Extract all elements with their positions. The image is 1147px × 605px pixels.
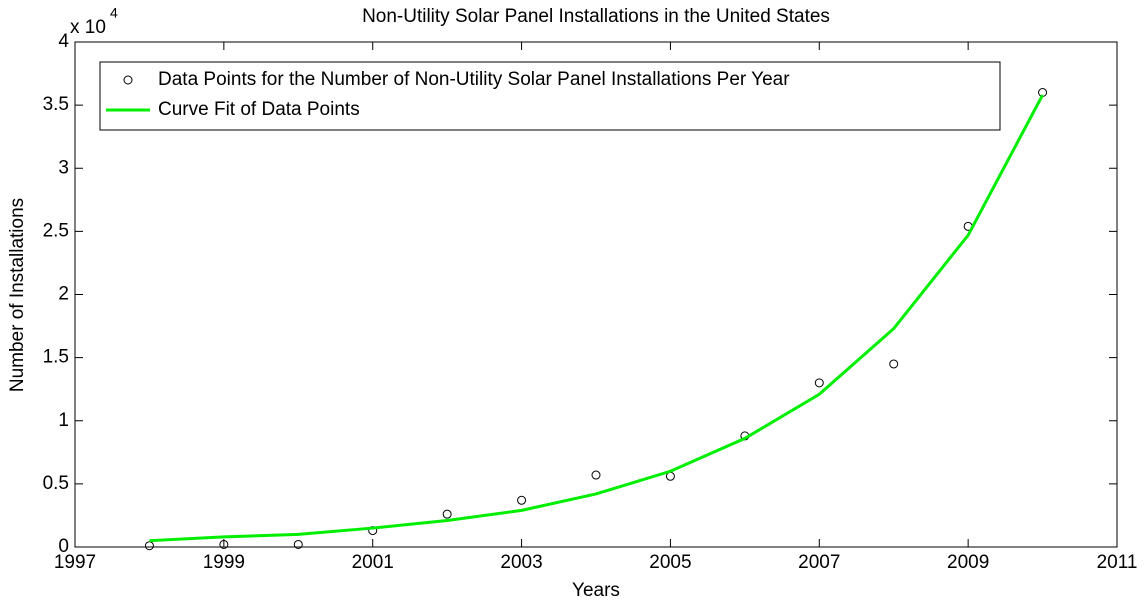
data-point xyxy=(219,539,229,549)
data-point xyxy=(144,541,154,551)
x-tick-label: 2011 xyxy=(1097,552,1138,573)
data-point xyxy=(517,495,527,505)
y-tick-label: 2 xyxy=(58,284,69,305)
y-tick-label: 4 xyxy=(58,31,69,52)
y-tick-label: 0.5 xyxy=(43,473,69,494)
x-tick-label: 2007 xyxy=(798,552,840,573)
y-tick-label: 1 xyxy=(58,410,69,431)
x-tick-label: 1997 xyxy=(54,552,96,573)
y-axis-label: Number of Installations xyxy=(7,198,28,392)
x-tick-label: 1999 xyxy=(203,552,245,573)
x-tick-label: 2003 xyxy=(500,552,542,573)
data-point xyxy=(814,378,824,388)
legend-marker xyxy=(123,75,133,85)
chart-title: Non-Utility Solar Panel Installations in… xyxy=(362,6,830,27)
y-tick-label: 0 xyxy=(58,536,69,557)
y-tick-label: 1.5 xyxy=(43,347,69,368)
x-tick-label: 2005 xyxy=(649,552,691,573)
data-point xyxy=(442,509,452,519)
x-tick-label: 2001 xyxy=(352,552,394,573)
data-point xyxy=(293,539,303,549)
y-multiplier-exponent: 4 xyxy=(110,5,118,21)
x-axis-label: Years xyxy=(572,580,620,601)
legend-box xyxy=(99,61,1001,131)
legend-label: Curve Fit of Data Points xyxy=(158,99,360,120)
x-tick-label: 2009 xyxy=(947,552,989,573)
data-point xyxy=(889,359,899,369)
data-point xyxy=(591,470,601,480)
y-tick-label: 3.5 xyxy=(43,94,69,115)
y-tick-label: 2.5 xyxy=(43,220,69,241)
y-tick-label: 3 xyxy=(58,157,69,178)
fit-line xyxy=(149,94,1044,543)
legend-label: Data Points for the Number of Non-Utilit… xyxy=(158,69,790,90)
y-multiplier: x 10 xyxy=(70,17,106,38)
